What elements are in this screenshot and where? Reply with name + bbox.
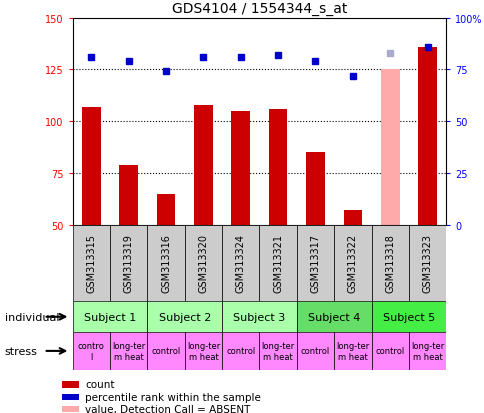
Text: Subject 2: Subject 2 <box>158 312 211 322</box>
Bar <box>73 301 147 332</box>
Title: GDS4104 / 1554344_s_at: GDS4104 / 1554344_s_at <box>171 2 347 16</box>
Bar <box>408 332 445 370</box>
Text: GSM313324: GSM313324 <box>235 234 245 293</box>
Bar <box>259 225 296 301</box>
Text: GSM313320: GSM313320 <box>198 234 208 293</box>
Bar <box>147 332 184 370</box>
Bar <box>333 332 371 370</box>
Text: control: control <box>300 347 330 356</box>
Bar <box>82 107 101 225</box>
Text: stress: stress <box>5 346 38 356</box>
Bar <box>194 105 212 225</box>
Text: count: count <box>85 380 114 389</box>
Bar <box>110 332 147 370</box>
Text: GSM313317: GSM313317 <box>310 234 320 293</box>
Bar <box>371 301 445 332</box>
Bar <box>147 301 222 332</box>
Bar <box>62 394 78 400</box>
Text: long-ter
m heat: long-ter m heat <box>186 342 220 361</box>
Bar <box>259 332 296 370</box>
Text: GSM313316: GSM313316 <box>161 234 171 293</box>
Bar <box>62 381 78 388</box>
Text: Subject 5: Subject 5 <box>382 312 434 322</box>
Bar <box>305 153 324 225</box>
Text: Subject 4: Subject 4 <box>307 312 360 322</box>
Bar <box>184 225 222 301</box>
Bar <box>73 225 110 301</box>
Bar <box>296 301 371 332</box>
Text: GSM313323: GSM313323 <box>422 234 432 293</box>
Bar <box>147 225 184 301</box>
Bar <box>417 47 436 225</box>
Bar <box>380 70 399 225</box>
Bar <box>333 225 371 301</box>
Text: control: control <box>226 347 255 356</box>
Bar <box>343 211 362 225</box>
Text: long-ter
m heat: long-ter m heat <box>335 342 369 361</box>
Text: GSM313322: GSM313322 <box>347 234 357 293</box>
Bar <box>268 109 287 225</box>
Bar <box>371 332 408 370</box>
Text: Subject 1: Subject 1 <box>84 312 136 322</box>
Text: long-ter
m heat: long-ter m heat <box>261 342 294 361</box>
Text: contro
l: contro l <box>78 342 105 361</box>
Bar <box>231 112 250 225</box>
Text: long-ter
m heat: long-ter m heat <box>112 342 145 361</box>
Text: individual: individual <box>5 312 59 322</box>
Bar <box>184 332 222 370</box>
Bar <box>296 332 333 370</box>
Text: percentile rank within the sample: percentile rank within the sample <box>85 392 260 402</box>
Text: GSM313321: GSM313321 <box>272 234 283 293</box>
Bar <box>110 225 147 301</box>
Text: control: control <box>375 347 404 356</box>
Text: GSM313318: GSM313318 <box>384 234 394 293</box>
Bar <box>222 225 259 301</box>
Bar <box>408 225 445 301</box>
Text: long-ter
m heat: long-ter m heat <box>410 342 443 361</box>
Text: control: control <box>151 347 181 356</box>
Text: GSM313319: GSM313319 <box>123 234 134 293</box>
Text: value, Detection Call = ABSENT: value, Detection Call = ABSENT <box>85 404 250 413</box>
Bar <box>222 332 259 370</box>
Bar <box>119 165 138 225</box>
Bar <box>371 225 408 301</box>
Text: GSM313315: GSM313315 <box>86 234 96 293</box>
Bar <box>156 194 175 225</box>
Text: Subject 3: Subject 3 <box>233 312 285 322</box>
Bar <box>62 406 78 412</box>
Bar <box>73 332 110 370</box>
Bar <box>296 225 333 301</box>
Bar <box>222 301 296 332</box>
